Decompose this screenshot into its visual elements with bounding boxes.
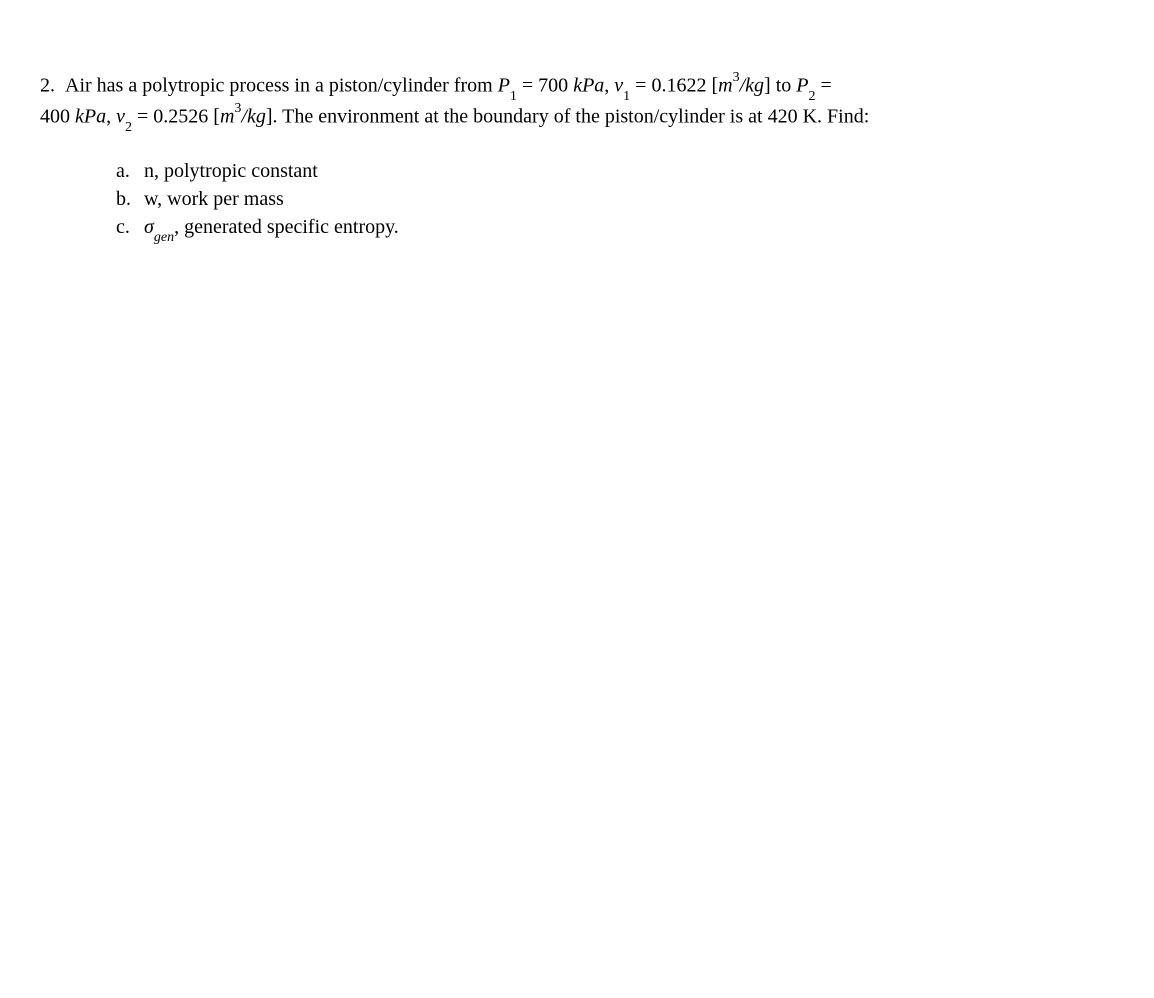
problem-prefix: Air has a polytropic process in a piston… [65,75,498,97]
m3-m-2: m [220,106,234,128]
bracket-close-2: ] [266,106,273,128]
v2-var: v [116,106,125,128]
v1-var: v [614,75,623,97]
list-item-b: b. w, work per mass [116,186,1114,212]
c-text: generated specific entropy. [184,216,399,238]
marker-c: c. [116,214,144,244]
bracket-close-1: ] [764,75,771,97]
p2-sub: 2 [808,89,815,104]
line2-suffix: . The environment at the boundary of the… [273,106,870,128]
unit-kpa-1: kPa [573,75,604,97]
problem-number: 2. [40,75,55,97]
p1-var: P [498,75,510,97]
comma2: , [106,106,116,128]
unit-kpa-2: kPa [75,106,106,128]
content-b: w, work per mass [144,186,1114,212]
marker-a: a. [116,158,144,184]
per-kg-1: /kg [740,75,764,97]
eq4: = 0.2526 [ [132,106,220,128]
comma1: , [604,75,614,97]
p1-sub: 1 [510,89,517,104]
sigma-sub: gen [154,230,174,245]
list-item-c: c. σgen, generated specific entropy. [116,214,1114,244]
per-kg-2: /kg [241,106,265,128]
p2-var: P [796,75,808,97]
c-comma: , [174,216,184,238]
eq3: = [815,75,831,97]
subquestion-list: a. n, polytropic constant b. w, work per… [116,158,1114,244]
m3-sup-2: 3 [234,101,241,116]
m3-sup-1: 3 [733,70,740,85]
v1-sub: 1 [623,89,630,104]
sigma-symbol: σ [144,216,154,238]
eq2: = 0.1622 [ [630,75,718,97]
marker-b: b. [116,186,144,212]
to-text: to [771,75,797,97]
content-c: σgen, generated specific entropy. [144,214,1114,244]
v2-sub: 2 [125,120,132,135]
problem-statement: 2. Air has a polytropic process in a pis… [40,72,1114,134]
content-a: n, polytropic constant [144,158,1114,184]
list-item-a: a. n, polytropic constant [116,158,1114,184]
m3-m-1: m [718,75,732,97]
eq1: = 700 [517,75,573,97]
p2-val: 400 [40,106,75,128]
